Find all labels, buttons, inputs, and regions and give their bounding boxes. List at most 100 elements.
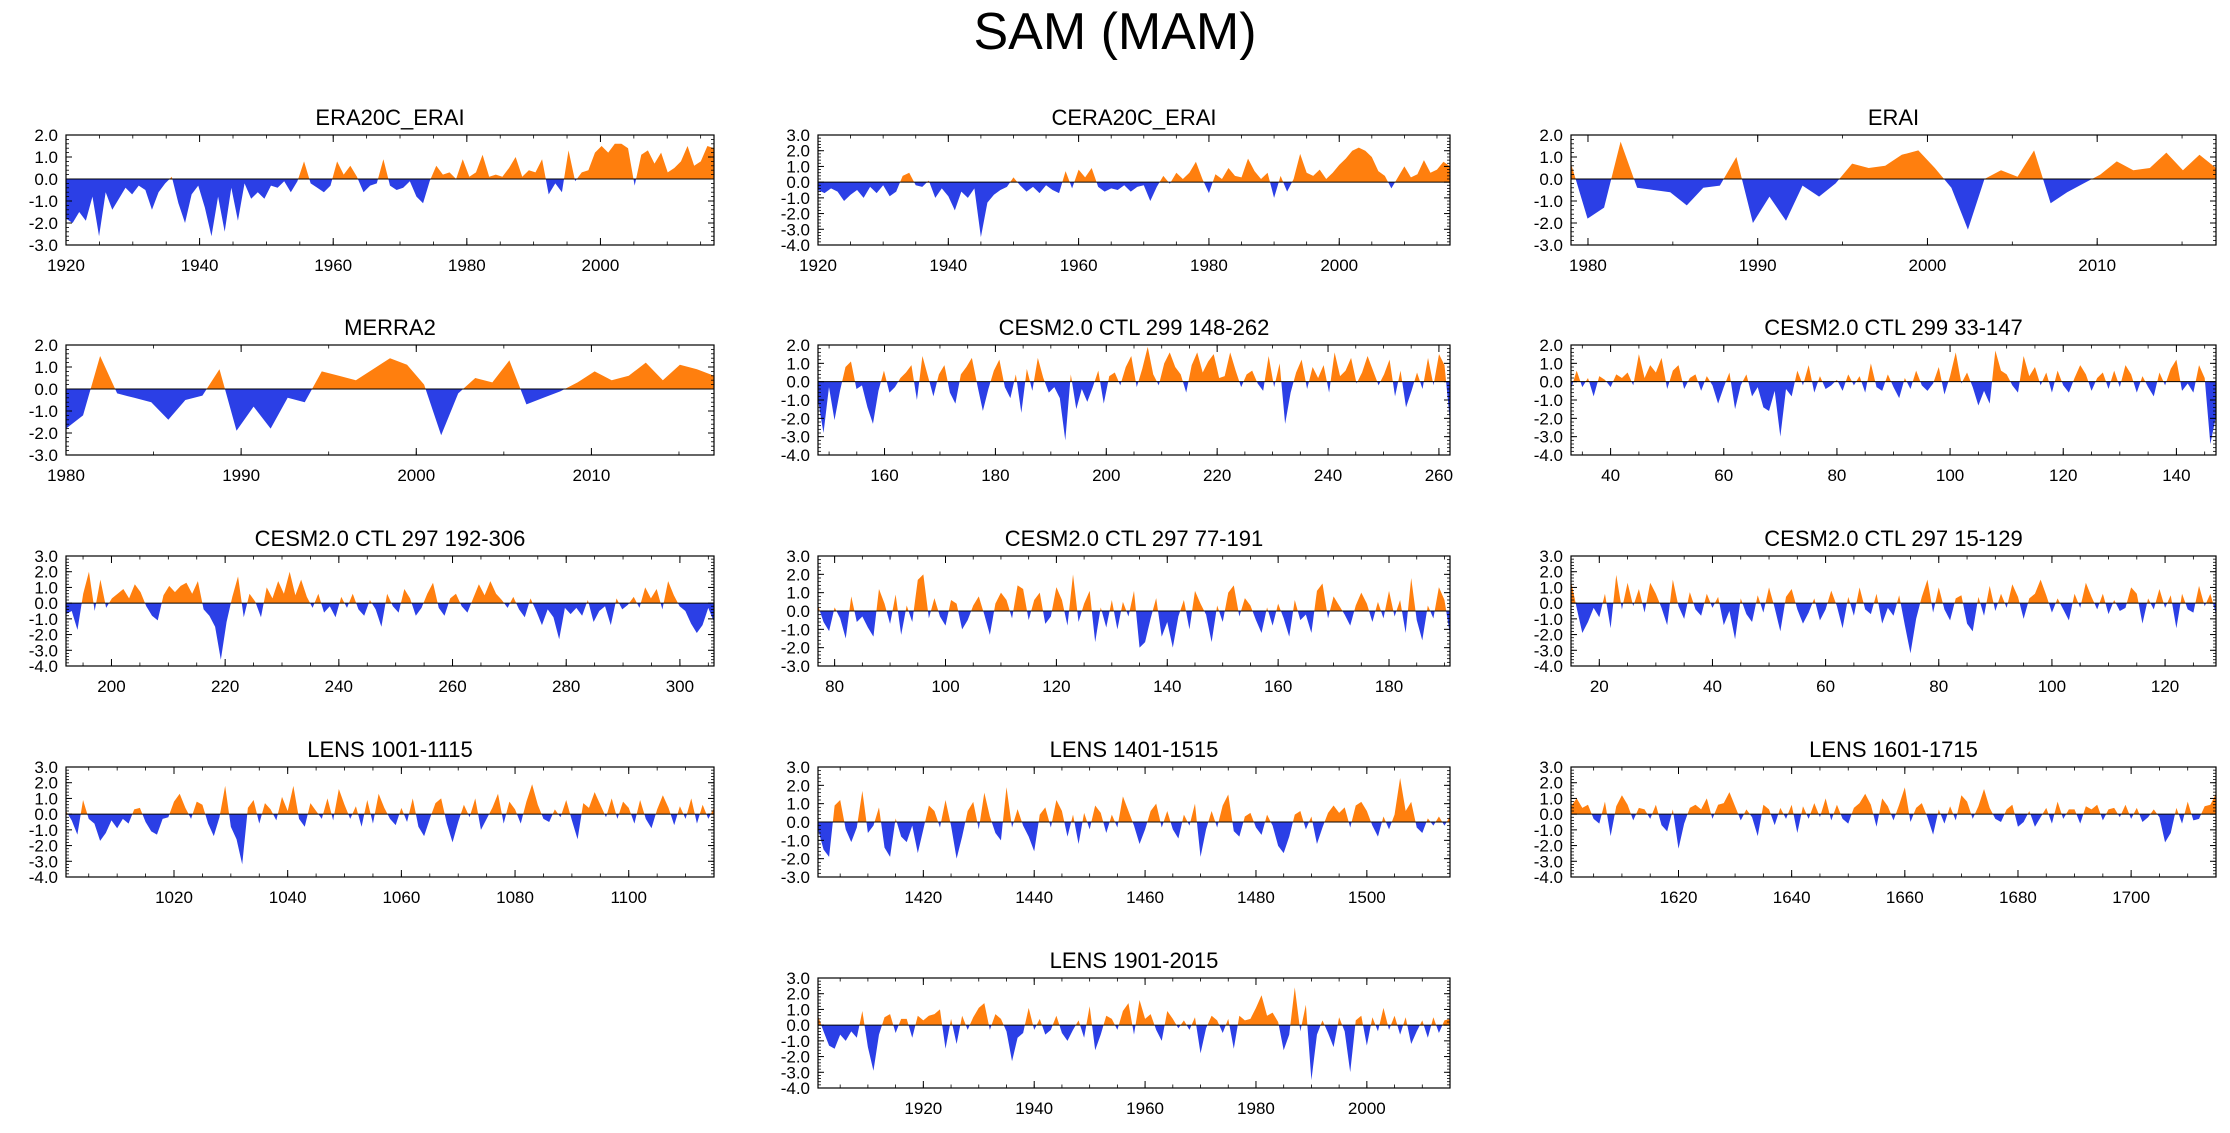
y-tick-label: 0.0 bbox=[1539, 170, 1563, 189]
x-tick-label: 220 bbox=[211, 677, 239, 696]
y-tick-label: 0.0 bbox=[34, 380, 58, 399]
x-tick-label: 1980 bbox=[1237, 1099, 1275, 1118]
x-tick-label: 60 bbox=[1714, 466, 1733, 485]
positive-area bbox=[842, 346, 1447, 382]
panel-title: LENS 1401-1515 bbox=[1050, 737, 1219, 762]
y-tick-label: 1.0 bbox=[786, 1000, 810, 1019]
x-tick-label: 2010 bbox=[572, 466, 610, 485]
panel-title: CESM2.0 CTL 299 33-147 bbox=[1764, 315, 2022, 340]
y-tick-label: 0.0 bbox=[34, 805, 58, 824]
y-tick-label: 2.0 bbox=[1539, 336, 1563, 355]
y-tick-label: -2.0 bbox=[781, 409, 810, 428]
x-tick-label: 1060 bbox=[382, 888, 420, 907]
positive-area bbox=[66, 784, 714, 815]
x-tick-label: 2000 bbox=[1320, 256, 1358, 275]
y-tick-label: -2.0 bbox=[1534, 626, 1563, 645]
y-tick-label: -3.0 bbox=[781, 657, 810, 676]
y-tick-label: -3.0 bbox=[1534, 236, 1563, 255]
y-tick-label: -3.0 bbox=[1534, 852, 1563, 871]
x-tick-label: 1700 bbox=[2112, 888, 2150, 907]
x-tick-label: 200 bbox=[1092, 466, 1120, 485]
y-tick-label: -4.0 bbox=[781, 236, 810, 255]
y-tick-label: -2.0 bbox=[1534, 837, 1563, 856]
x-tick-label: 1040 bbox=[269, 888, 307, 907]
y-tick-label: 0.0 bbox=[1539, 373, 1563, 392]
y-tick-label: 2.0 bbox=[786, 565, 810, 584]
x-tick-label: 1920 bbox=[47, 256, 85, 275]
x-tick-label: 140 bbox=[1153, 677, 1181, 696]
y-tick-label: 1.0 bbox=[34, 789, 58, 808]
panel-7: CESM2.0 CTL 297 192-3063.02.01.00.0-1.0-… bbox=[29, 526, 715, 696]
x-tick-label: 1940 bbox=[929, 256, 967, 275]
x-tick-label: 1100 bbox=[610, 888, 647, 907]
plot-frame bbox=[817, 344, 1451, 456]
y-tick-label: 2.0 bbox=[1539, 774, 1563, 793]
y-tick-label: 1.0 bbox=[34, 148, 58, 167]
y-tick-label: 1.0 bbox=[786, 584, 810, 603]
x-tick-label: 1960 bbox=[1126, 1099, 1164, 1118]
panel-title: LENS 1001-1115 bbox=[307, 737, 473, 762]
y-tick-label: -3.0 bbox=[29, 641, 58, 660]
y-tick-label: 0.0 bbox=[786, 1016, 810, 1035]
x-tick-label: 100 bbox=[931, 677, 959, 696]
x-tick-label: 1920 bbox=[904, 1099, 942, 1118]
panel-title: CESM2.0 CTL 297 77-191 bbox=[1005, 526, 1263, 551]
y-tick-label: 0.0 bbox=[1539, 594, 1563, 613]
y-tick-label: 3.0 bbox=[786, 969, 810, 988]
plot-frame bbox=[1570, 134, 2217, 246]
plot-frame bbox=[1570, 766, 2217, 878]
x-tick-label: 1960 bbox=[314, 256, 352, 275]
y-tick-label: -2.0 bbox=[1534, 214, 1563, 233]
y-tick-label: -4.0 bbox=[1534, 446, 1563, 465]
y-tick-label: -4.0 bbox=[29, 868, 58, 887]
y-tick-label: -2.0 bbox=[1534, 409, 1563, 428]
y-tick-label: -1.0 bbox=[781, 1032, 810, 1051]
y-tick-label: -3.0 bbox=[781, 428, 810, 447]
x-tick-label: 260 bbox=[438, 677, 466, 696]
y-tick-label: 2.0 bbox=[786, 336, 810, 355]
x-tick-label: 120 bbox=[1042, 677, 1070, 696]
x-tick-label: 20 bbox=[1590, 677, 1609, 696]
x-tick-label: 2010 bbox=[2078, 256, 2116, 275]
x-tick-label: 1920 bbox=[799, 256, 837, 275]
x-tick-label: 2000 bbox=[582, 256, 620, 275]
x-tick-label: 1980 bbox=[47, 466, 85, 485]
positive-area bbox=[1573, 350, 2205, 382]
y-tick-label: -2.0 bbox=[29, 837, 58, 856]
y-tick-label: 0.0 bbox=[1539, 805, 1563, 824]
plot-frame bbox=[1570, 344, 2217, 456]
positive-area bbox=[818, 987, 1450, 1026]
plot-frame bbox=[817, 134, 1451, 246]
y-tick-label: 3.0 bbox=[1539, 547, 1563, 566]
y-tick-label: -2.0 bbox=[781, 1048, 810, 1067]
panel-title: LENS 1601-1715 bbox=[1809, 737, 1978, 762]
y-tick-label: 0.0 bbox=[786, 813, 810, 832]
panel-5: CESM2.0 CTL 299 148-262 2.01.00.0-1.0-2.0… bbox=[781, 315, 1453, 485]
y-tick-label: -4.0 bbox=[781, 446, 810, 465]
x-tick-label: 1960 bbox=[1060, 256, 1098, 275]
y-tick-label: -2.0 bbox=[29, 424, 58, 443]
y-tick-label: -1.0 bbox=[1534, 192, 1563, 211]
x-tick-label: 120 bbox=[2151, 677, 2179, 696]
x-tick-label: 240 bbox=[1314, 466, 1342, 485]
panel-8: CESM2.0 CTL 297 77-191 3.02.01.00.0-1.0-2… bbox=[781, 526, 1451, 696]
y-tick-label: -4.0 bbox=[781, 1079, 810, 1098]
panel-title: CESM2.0 CTL 299 148-262 bbox=[999, 315, 1270, 340]
y-tick-label: 1.0 bbox=[1539, 354, 1563, 373]
x-tick-label: 200 bbox=[97, 677, 125, 696]
panel-title: ERAI bbox=[1868, 105, 1919, 130]
x-tick-label: 180 bbox=[981, 466, 1009, 485]
y-tick-label: 0.0 bbox=[34, 594, 58, 613]
x-tick-label: 1980 bbox=[1569, 256, 1607, 275]
negative-area bbox=[821, 1025, 1443, 1081]
y-tick-label: 1.0 bbox=[786, 157, 810, 176]
panel-title: LENS 1901-2015 bbox=[1050, 948, 1219, 973]
y-tick-label: 1.0 bbox=[786, 354, 810, 373]
y-tick-label: 1.0 bbox=[1539, 148, 1563, 167]
positive-area bbox=[818, 574, 1447, 611]
panel-9: CESM2.0 CTL 297 15-129 3.02.01.00.0-1.0-2… bbox=[1534, 526, 2217, 696]
negative-area bbox=[66, 179, 637, 237]
x-tick-label: 1500 bbox=[1348, 888, 1386, 907]
